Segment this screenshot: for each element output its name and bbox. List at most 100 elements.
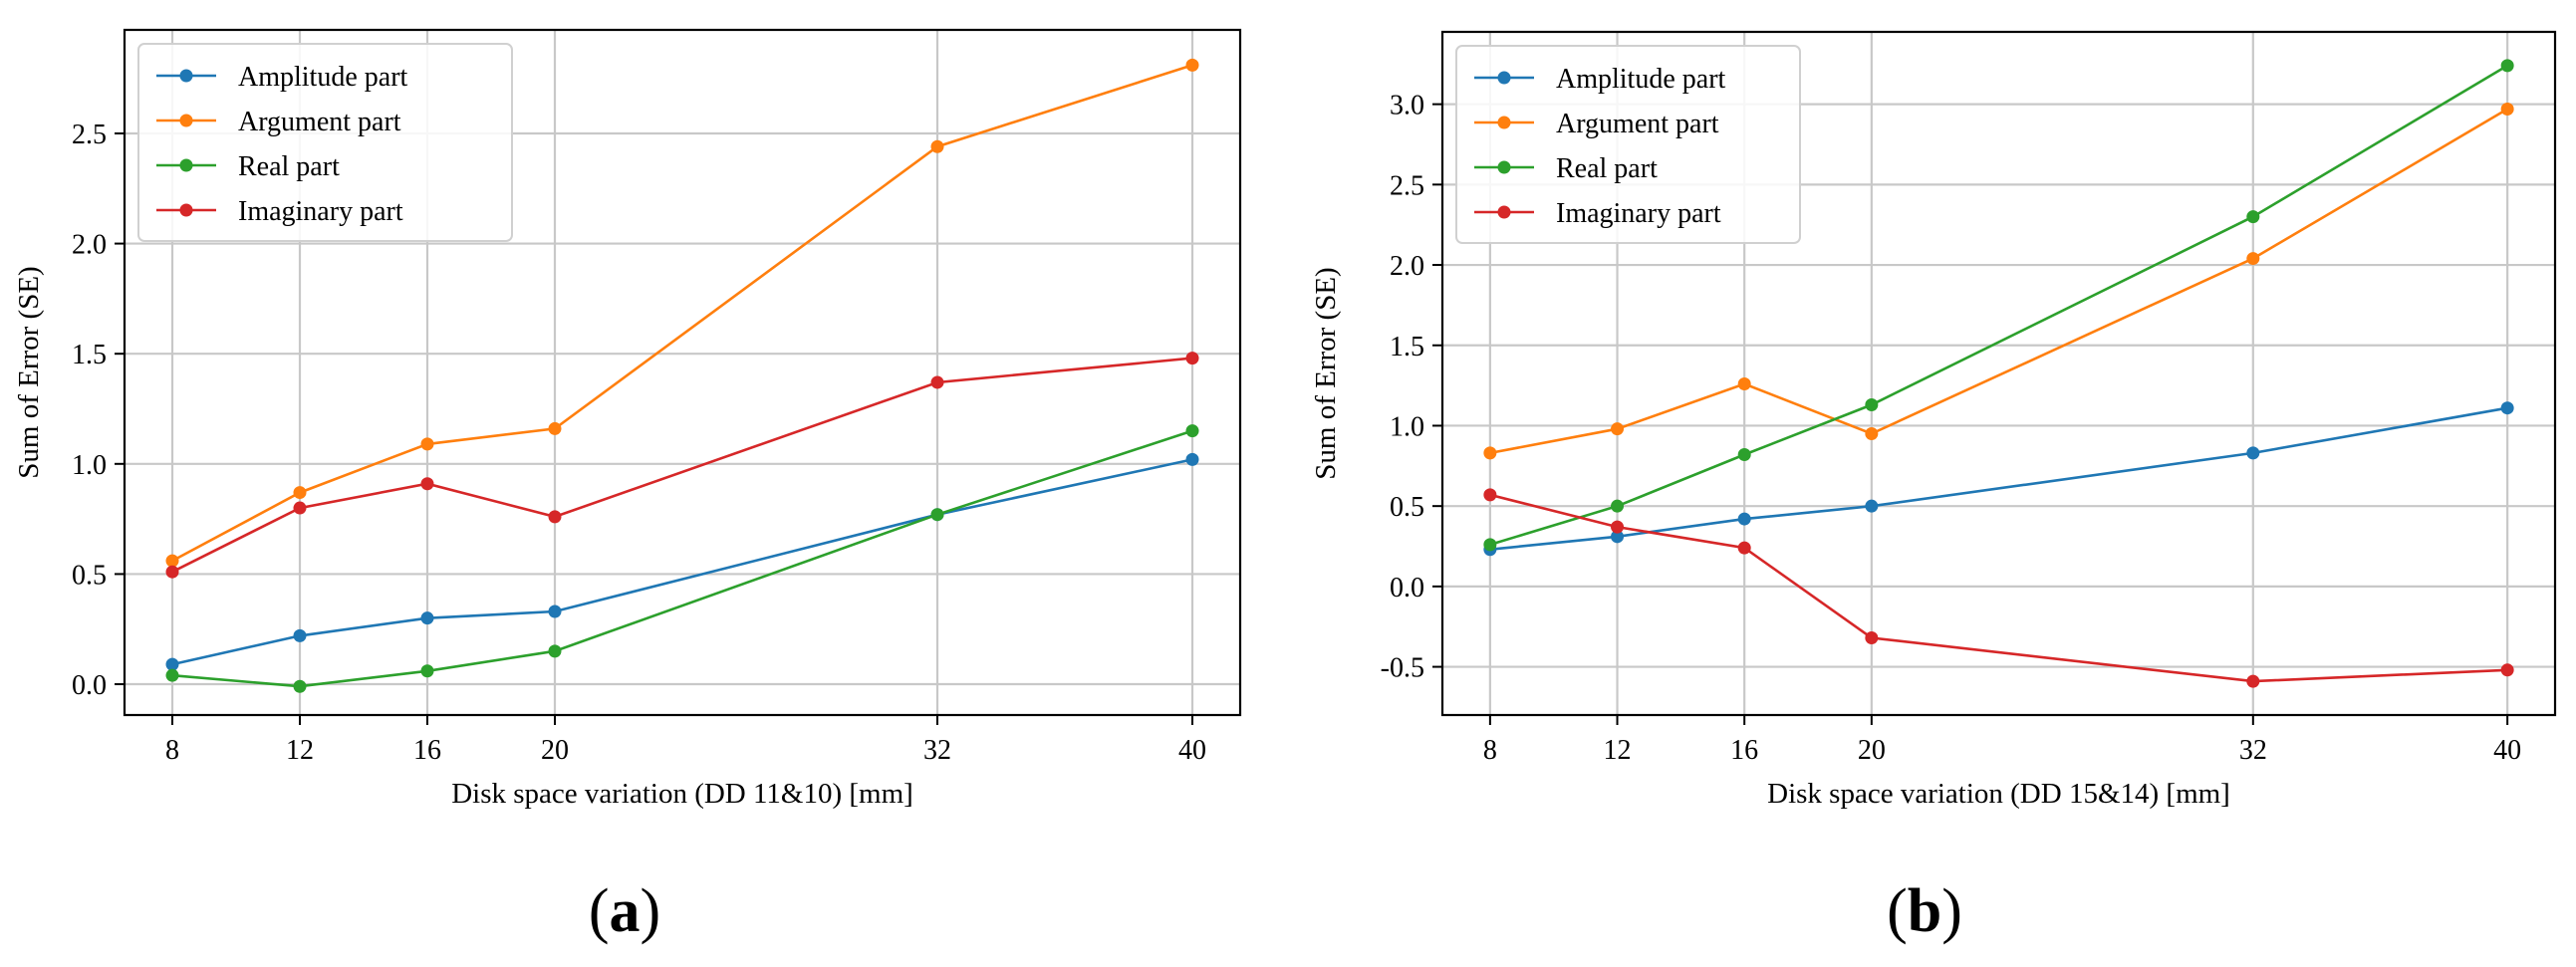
series-line-real	[171, 429, 1193, 688]
data-point-real	[165, 668, 179, 682]
data-point-imaginary	[293, 501, 307, 515]
x-tick-label: 8	[165, 735, 179, 766]
series-line-imaginary	[171, 357, 1193, 574]
data-point-argument	[1611, 422, 1625, 436]
data-point-real	[1483, 538, 1497, 552]
y-tick-label: 0.0	[72, 670, 107, 701]
data-point-amplitude	[165, 657, 179, 671]
data-point-argument	[930, 139, 944, 153]
legend-marker-amplitude	[179, 69, 193, 83]
data-point-amplitude	[1737, 512, 1751, 526]
legend-label-imaginary: Imaginary part	[238, 196, 403, 227]
legend-marker-real	[1497, 160, 1511, 174]
data-point-imaginary	[1483, 488, 1497, 502]
x-tick-label: 40	[1178, 735, 1206, 766]
y-tick-label: 1.5	[72, 340, 107, 370]
legend-marker-imaginary	[179, 203, 193, 217]
data-point-argument	[293, 486, 307, 500]
x-tick-label: 32	[923, 735, 951, 766]
data-point-argument	[420, 437, 434, 451]
y-tick-label: 3.0	[1390, 91, 1424, 121]
series-line-imaginary	[1489, 493, 2508, 683]
data-point-real	[548, 644, 562, 658]
data-point-argument	[165, 554, 179, 568]
data-point-amplitude	[1185, 452, 1199, 466]
data-point-imaginary	[548, 510, 562, 524]
chart-panel-b: 8 12 16 20 32 40 -0.5 0.0 0.5 1.0 1.5 2.0 2.5 3.0 Disk…	[1310, 30, 2557, 810]
y-axis-label: Sum of Error (SE)	[1310, 267, 1342, 479]
data-point-argument	[548, 421, 562, 435]
data-point-amplitude	[1865, 499, 1879, 513]
data-point-argument	[1865, 427, 1879, 441]
y-tick-label: 0.5	[72, 560, 107, 591]
y-tick-label: -0.5	[1381, 653, 1424, 684]
legend-marker-argument	[1497, 116, 1511, 129]
data-point-argument	[1185, 58, 1199, 72]
legend-box	[1455, 45, 1801, 244]
data-point-amplitude	[1611, 530, 1625, 544]
data-point-real	[1611, 499, 1625, 513]
y-tick-label: 2.5	[72, 120, 107, 150]
series-line-amplitude	[1489, 406, 2508, 551]
legend-marker-real	[179, 158, 193, 172]
legend-label-real: Real part	[1556, 153, 1658, 184]
data-point-imaginary	[1185, 352, 1199, 365]
data-point-imaginary	[165, 565, 179, 579]
chart-panel-a: 8 12 16 20 32 40 0.0 0.5 1.0 1.5 2.0 2.5 Disk space …	[13, 28, 1242, 810]
series-line-amplitude	[171, 458, 1193, 666]
legend-label-real: Real part	[238, 151, 340, 182]
data-point-amplitude	[548, 604, 562, 618]
legend-marker-imaginary	[1497, 205, 1511, 219]
data-point-imaginary	[420, 477, 434, 491]
data-point-argument	[2246, 252, 2260, 266]
data-point-real	[420, 664, 434, 678]
x-tick-label: 20	[1858, 735, 1886, 766]
legend-box	[137, 43, 513, 242]
data-point-argument	[1483, 446, 1497, 460]
y-tick-label: 1.0	[1390, 411, 1424, 442]
data-point-imaginary	[1865, 631, 1879, 645]
legend-label-argument: Argument part	[1556, 109, 1719, 139]
data-point-amplitude	[2500, 401, 2514, 415]
legend-label-amplitude: Amplitude part	[1556, 64, 1726, 95]
data-point-imaginary	[1611, 520, 1625, 534]
plot-frame	[123, 28, 1242, 717]
series-line-real	[1489, 64, 2508, 547]
data-point-argument	[1737, 376, 1751, 390]
data-point-argument	[2500, 102, 2514, 116]
y-tick-label: 1.5	[1390, 332, 1424, 363]
data-point-real	[2246, 210, 2260, 224]
y-tick-label: 0.5	[1390, 492, 1424, 523]
y-tick-label: 0.0	[1390, 573, 1424, 604]
data-point-real	[293, 679, 307, 693]
x-tick-label: 12	[286, 735, 314, 766]
y-axis-label: Sum of Error (SE)	[13, 266, 45, 478]
y-tick-label: 1.0	[72, 450, 107, 481]
x-axis-label: Disk space variation (DD 11&10) [mm]	[451, 778, 913, 810]
x-axis-label: Disk space variation (DD 15&14) [mm]	[1767, 778, 2230, 810]
data-point-real	[1737, 448, 1751, 462]
legend-marker-argument	[179, 114, 193, 127]
panel-caption-a: (a)	[588, 877, 661, 945]
data-point-real	[1865, 397, 1879, 411]
panel-caption-b: (b)	[1887, 877, 1962, 945]
data-point-imaginary	[930, 375, 944, 389]
legend-marker-amplitude	[1497, 71, 1511, 85]
x-tick-label: 40	[2493, 735, 2521, 766]
data-point-real	[1185, 424, 1199, 438]
data-point-amplitude	[2246, 446, 2260, 460]
x-tick-label: 16	[1730, 735, 1758, 766]
data-point-amplitude	[420, 611, 434, 625]
x-tick-label: 16	[413, 735, 441, 766]
legend: Amplitude part Argument part Real part Imag…	[1455, 45, 1801, 244]
legend-label-argument: Argument part	[238, 107, 401, 137]
series-line-argument	[1489, 108, 2508, 455]
y-tick-label: 2.0	[72, 230, 107, 261]
plot-frame	[1440, 30, 2557, 717]
x-tick-label: 12	[1604, 735, 1632, 766]
y-tick-label: 2.0	[1390, 251, 1424, 282]
data-point-real	[2500, 59, 2514, 73]
x-tick-label: 20	[541, 735, 569, 766]
legend-label-amplitude: Amplitude part	[238, 62, 408, 93]
